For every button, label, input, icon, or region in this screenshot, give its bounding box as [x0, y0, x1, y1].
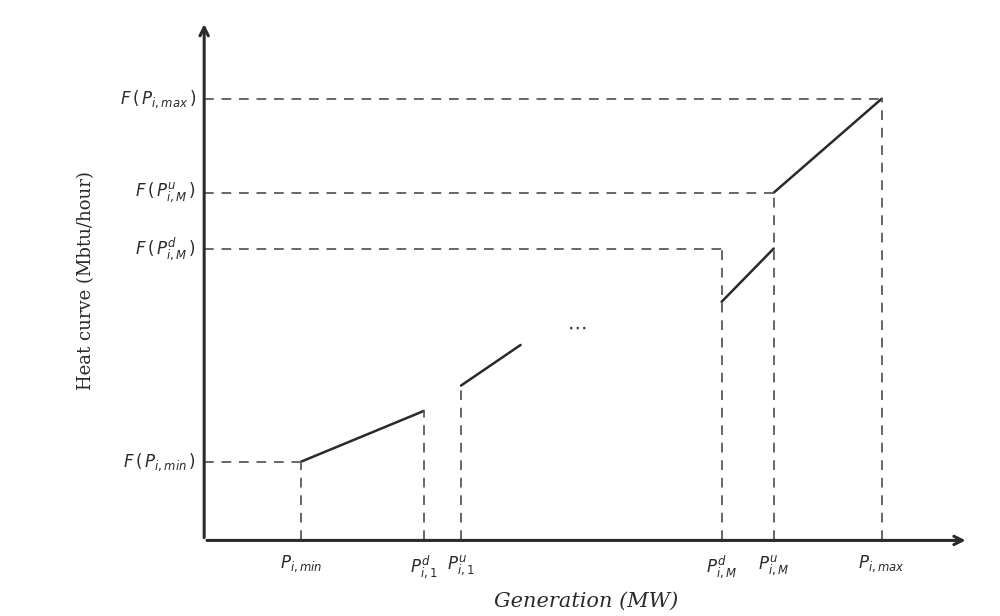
- Text: $F\,(\,P_{i,min}\,)$: $F\,(\,P_{i,min}\,)$: [123, 451, 196, 472]
- Text: Heat curve (Mbtu/hour): Heat curve (Mbtu/hour): [77, 171, 95, 391]
- Text: $P_{i,M}^{u}$: $P_{i,M}^{u}$: [758, 553, 789, 577]
- Text: $\cdots$: $\cdots$: [567, 318, 586, 337]
- Text: $F\,(\,P_{i,M}^{u}\,)$: $F\,(\,P_{i,M}^{u}\,)$: [135, 181, 196, 205]
- Text: $P_{i,M}^{d}$: $P_{i,M}^{d}$: [706, 553, 737, 580]
- Text: $P_{i,min}$: $P_{i,min}$: [280, 553, 322, 573]
- Text: $P_{i,max}$: $P_{i,max}$: [858, 553, 905, 573]
- Text: $P_{i,1}^{d}$: $P_{i,1}^{d}$: [410, 553, 438, 580]
- Text: $F\,(\,P_{i,M}^{d}\,)$: $F\,(\,P_{i,M}^{d}\,)$: [135, 235, 196, 262]
- Text: Generation (MW): Generation (MW): [494, 592, 678, 611]
- Text: $F\,(\,P_{i,max}\,)$: $F\,(\,P_{i,max}\,)$: [120, 88, 196, 110]
- Text: $P_{i,1}^{u}$: $P_{i,1}^{u}$: [447, 553, 475, 577]
